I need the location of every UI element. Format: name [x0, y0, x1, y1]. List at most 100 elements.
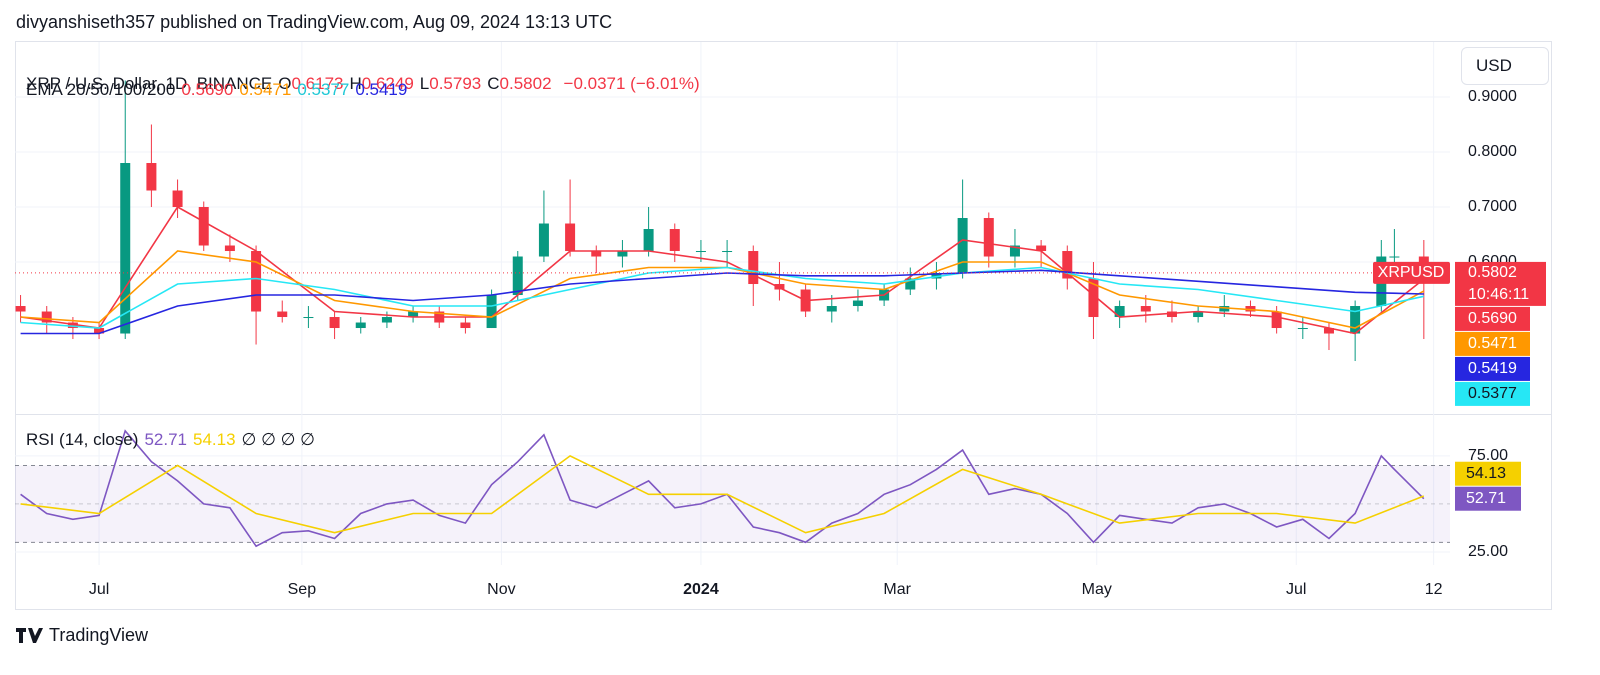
- ohlc: O0.6173 H0.6249 L0.5793 C0.5802: [278, 74, 557, 93]
- candle-body: [983, 218, 994, 257]
- ema-value: 0.5690: [181, 80, 234, 99]
- ema-value: 0.5377: [297, 80, 350, 99]
- candle-body: [120, 163, 131, 334]
- ohlc-label: C: [487, 74, 500, 93]
- ohlc-value: 0.5802: [499, 74, 552, 93]
- rsi-value: 52.71: [144, 430, 187, 449]
- rsi-badge: [1455, 461, 1521, 486]
- rsi-band: [15, 465, 1450, 543]
- candle-body: [381, 317, 392, 323]
- candle-body: [251, 251, 262, 312]
- candle-body: [146, 163, 157, 191]
- candle-body: [41, 311, 52, 323]
- rsi-extra: ∅ ∅ ∅ ∅: [241, 430, 315, 449]
- candle-body: [905, 278, 916, 290]
- indicator-name: RSI (14, close): [26, 430, 139, 449]
- currency-button[interactable]: USD: [1461, 47, 1549, 85]
- ohlc-value: 0.5793: [429, 74, 482, 93]
- candle-body: [198, 207, 209, 246]
- x-tick-label: May: [1082, 581, 1112, 598]
- x-tick-label: Sep: [288, 581, 317, 598]
- candle-body: [172, 190, 183, 208]
- y-tick-label: 0.7000: [1468, 198, 1517, 215]
- plot: Jul Sep Nov 2024 Mar May Jul 120.60000.70000.80…: [15, 42, 1546, 598]
- x-tick-label: Nov: [487, 581, 515, 598]
- ema-badge: [1455, 306, 1530, 331]
- ema-value: 0.5471: [239, 80, 292, 99]
- y-tick-label: 25.00: [1468, 543, 1508, 560]
- price-label: 0.5802: [1468, 264, 1517, 281]
- candle-body: [15, 306, 26, 312]
- ema-badge-label: 0.5690: [1468, 310, 1517, 327]
- ema-badge-label: 0.5471: [1468, 335, 1517, 352]
- candle-body: [512, 256, 523, 296]
- rsi-badge-label: 52.71: [1466, 490, 1506, 507]
- ohlc-label: L: [419, 74, 430, 93]
- candle-body: [1193, 311, 1204, 318]
- symbol-badge: [1373, 261, 1450, 284]
- legend-main: XRP / U.S. Dollar, 1D, BINANCE O0.6173 H0.…: [26, 54, 706, 94]
- candle-body: [852, 300, 863, 307]
- candle-body: [1389, 256, 1400, 258]
- logo: TradingView: [16, 625, 149, 645]
- change: −0.0371 (−6.01%): [563, 74, 700, 93]
- x-tick-label: 12: [1425, 581, 1443, 598]
- ema-badge: [1455, 381, 1530, 406]
- rsi-badge-label: 54.13: [1466, 465, 1506, 482]
- ema-badge-label: 0.5419: [1468, 360, 1517, 377]
- ema-badge: [1455, 356, 1530, 381]
- indicator-name: EMA 20/50/100/200: [26, 80, 176, 99]
- header: divyanshiseth357 published on TradingVie…: [16, 12, 613, 32]
- candle-body: [1009, 245, 1020, 257]
- legend-rsi: RSI (14, close) 52.71 54.13 ∅ ∅ ∅ ∅: [26, 430, 321, 450]
- footer-brand: TradingView: [49, 625, 149, 645]
- candle-body: [1350, 306, 1361, 334]
- candle-body: [329, 317, 340, 329]
- series-line: [20, 205, 1425, 335]
- x-tick-label: Mar: [883, 581, 911, 598]
- candle-body: [1323, 328, 1334, 334]
- candle-body: [224, 245, 235, 252]
- y-tick-label: 0.8000: [1468, 143, 1517, 160]
- x-tick-label: 2024: [683, 581, 719, 598]
- candle-body: [1297, 328, 1308, 330]
- candle-body: [408, 311, 419, 318]
- y-tick-label: 75.00: [1468, 447, 1508, 464]
- candle-body: [617, 251, 628, 257]
- series-line: [20, 454, 1425, 534]
- candle-body: [722, 251, 733, 253]
- y-tick-label: 0.9000: [1468, 88, 1517, 105]
- candle-body: [643, 229, 654, 252]
- candle-body: [277, 311, 288, 318]
- x-tick-label: Jul: [89, 581, 109, 598]
- candle-body: [94, 328, 105, 334]
- ohlc-value: 0.6249: [361, 74, 414, 93]
- symbol-label: XRPUSD: [1378, 264, 1445, 281]
- candle-body: [1036, 245, 1047, 252]
- frame: [15, 41, 1552, 610]
- candle-body: [1166, 311, 1177, 318]
- countdown: 10:46:11: [1468, 286, 1529, 303]
- candle-body: [355, 322, 366, 329]
- candle-body: [1245, 306, 1256, 312]
- legend-ema: EMA 20/50/100/200 0.5690 0.5471 0.5377 0.541…: [26, 80, 413, 100]
- candle-body: [486, 295, 497, 329]
- candle-body: [460, 322, 471, 329]
- ema-badge: [1455, 331, 1530, 356]
- ema-badge-label: 0.5377: [1468, 385, 1517, 402]
- candle-body: [1114, 306, 1125, 318]
- candle-body: [826, 306, 837, 312]
- candle-body: [1219, 306, 1230, 312]
- candle-body: [1271, 311, 1282, 329]
- rsi-value: 54.13: [192, 430, 236, 449]
- rsi-badge: [1455, 486, 1521, 511]
- ohlc-value: 0.6173: [291, 74, 344, 93]
- price-badge: [1455, 261, 1546, 306]
- logo-mark: [16, 628, 43, 643]
- candle-body: [1062, 251, 1073, 279]
- x-tick-label: Jul: [1286, 581, 1306, 598]
- candle-body: [1140, 306, 1151, 312]
- ema-value: 0.5419: [355, 80, 408, 99]
- candle-body: [591, 251, 602, 257]
